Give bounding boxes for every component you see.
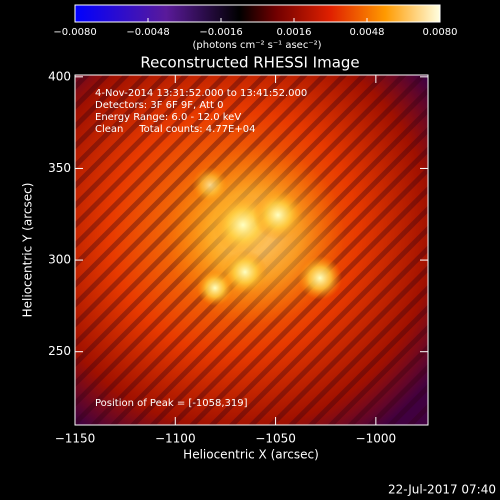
colorbar-tick-label: 0.0048 [350, 27, 385, 38]
footer-date: 22-Jul-2017 07:40 [388, 483, 496, 497]
annotation: 4-Nov-2014 13:31:52.000 to 13:41:52.000 [95, 88, 307, 99]
annotation: Clean Total counts: 4.77E+04 [95, 124, 255, 135]
y-tick-label: 300 [48, 253, 71, 267]
x-axis-label: Heliocentric X (arcsec) [183, 448, 319, 462]
colorbar-tick-label: 0.0080 [423, 27, 458, 38]
plot-frame [74, 74, 429, 426]
y-axis-label: Heliocentric Y (arcsec) [21, 183, 35, 318]
colorbar-tick-label: −0.0016 [199, 27, 242, 38]
colorbar-tick-label: −0.0048 [126, 27, 169, 38]
annotation: Energy Range: 6.0 - 12.0 keV [95, 112, 241, 123]
x-tick-label: −1150 [55, 432, 96, 446]
y-tick-label: 400 [48, 69, 71, 83]
image [75, 75, 428, 425]
y-tick-label: 350 [48, 161, 71, 175]
annotation: Position of Peak = [-1058,319] [95, 398, 248, 409]
colorbar-tick-label: −0.0080 [53, 27, 96, 38]
colorbar-label: (photons cm⁻² s⁻¹ asec⁻²) [192, 40, 321, 51]
annotation: Detectors: 3F 6F 9F, Att 0 [95, 100, 223, 111]
colorbar [74, 4, 441, 23]
x-tick-label: −1050 [255, 432, 296, 446]
x-tick-label: −1100 [155, 432, 196, 446]
y-tick-label: 250 [48, 344, 71, 358]
chart-title: Reconstructed RHESSI Image [140, 54, 359, 72]
colorbar-tick-label: 0.0016 [277, 27, 312, 38]
x-tick-label: −1000 [356, 432, 397, 446]
